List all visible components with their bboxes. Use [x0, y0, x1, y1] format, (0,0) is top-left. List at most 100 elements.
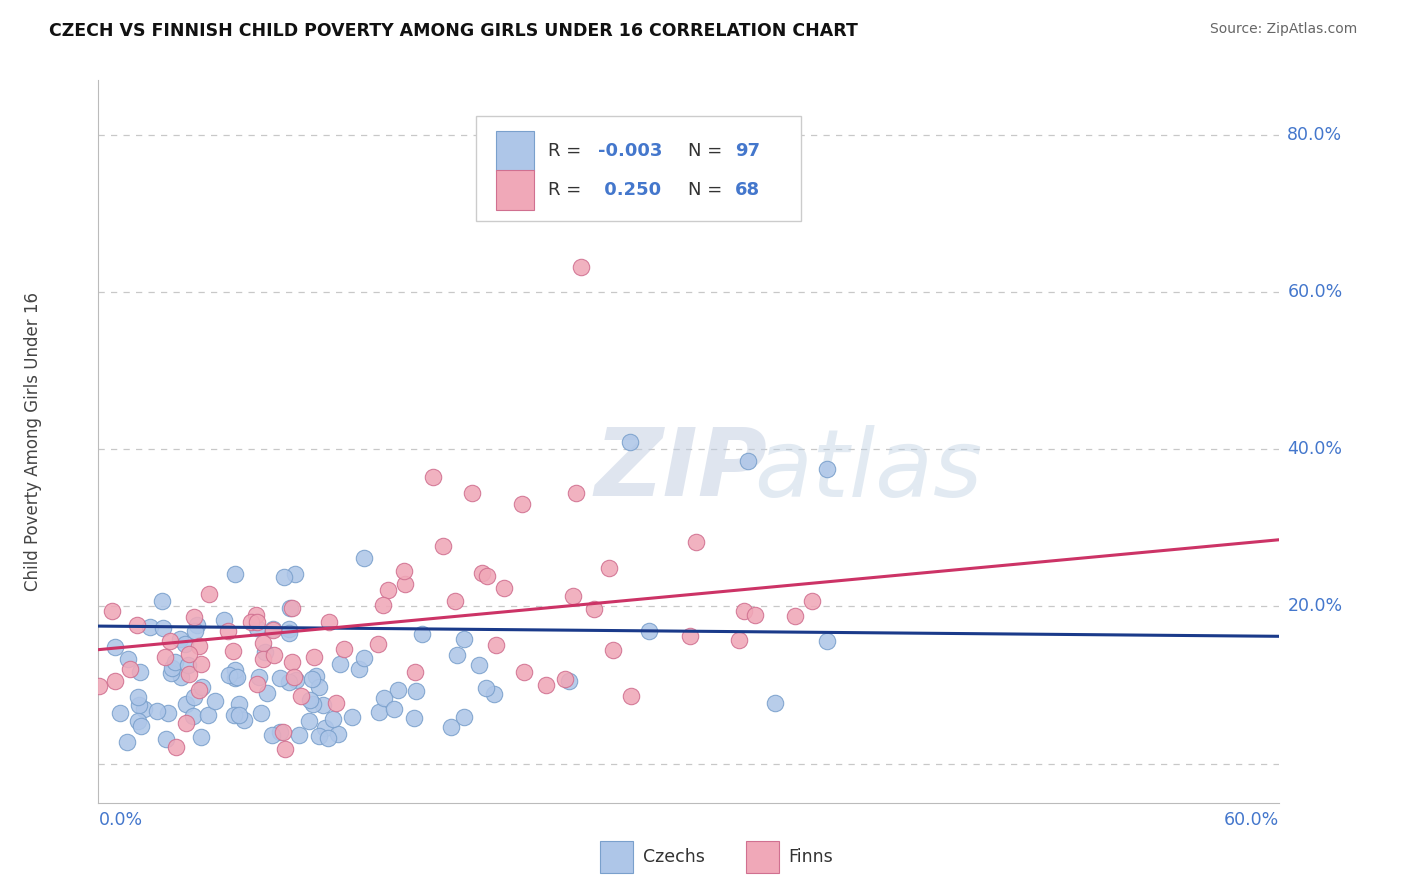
Text: 97: 97: [735, 142, 761, 161]
Point: [262, 623, 284, 637]
Point: [304, 649, 326, 664]
Point: [174, 636, 197, 650]
Point: [318, 731, 340, 745]
Point: [384, 702, 406, 716]
Point: [160, 665, 183, 680]
Point: [299, 693, 322, 707]
Point: [160, 660, 183, 674]
Point: [184, 624, 207, 638]
Point: [312, 698, 335, 713]
Point: [387, 682, 409, 697]
Point: [318, 615, 340, 630]
Point: [815, 634, 838, 648]
Point: [471, 566, 494, 580]
FancyBboxPatch shape: [496, 131, 534, 171]
Point: [186, 617, 208, 632]
Point: [273, 570, 295, 584]
Point: [181, 709, 204, 723]
Point: [163, 655, 186, 669]
Point: [188, 639, 211, 653]
Point: [120, 662, 142, 676]
Point: [104, 673, 127, 688]
Point: [564, 486, 586, 500]
Point: [332, 642, 354, 657]
FancyBboxPatch shape: [600, 841, 634, 873]
Point: [212, 613, 235, 627]
Point: [728, 633, 751, 648]
Point: [411, 626, 433, 640]
Text: 40.0%: 40.0%: [1288, 441, 1343, 458]
Text: atlas: atlas: [754, 425, 983, 516]
Point: [377, 583, 399, 598]
Point: [561, 590, 583, 604]
Point: [246, 677, 269, 691]
Point: [246, 621, 269, 635]
Point: [484, 638, 506, 652]
Point: [253, 645, 276, 659]
Point: [394, 577, 416, 591]
Point: [218, 668, 240, 682]
Point: [733, 604, 755, 618]
Point: [638, 624, 661, 638]
Point: [197, 708, 219, 723]
Point: [308, 729, 330, 743]
Point: [139, 620, 162, 634]
Point: [183, 690, 205, 705]
Point: [534, 678, 557, 692]
Point: [737, 454, 759, 468]
Point: [127, 714, 149, 728]
Point: [256, 686, 278, 700]
Point: [353, 650, 375, 665]
Point: [224, 567, 246, 582]
Point: [301, 673, 323, 687]
Point: [763, 696, 786, 710]
Point: [569, 260, 592, 275]
Point: [619, 434, 641, 449]
Point: [308, 680, 330, 694]
Point: [159, 634, 181, 648]
Point: [152, 621, 174, 635]
Text: 0.0%: 0.0%: [98, 811, 142, 829]
Point: [287, 728, 309, 742]
Text: ZIP: ZIP: [595, 425, 768, 516]
Point: [367, 636, 389, 650]
Point: [468, 657, 491, 672]
Point: [252, 636, 274, 650]
Point: [326, 727, 349, 741]
Text: CZECH VS FINNISH CHILD POVERTY AMONG GIRLS UNDER 16 CORRELATION CHART: CZECH VS FINNISH CHILD POVERTY AMONG GIR…: [49, 22, 858, 40]
Text: Child Poverty Among Girls Under 16: Child Poverty Among Girls Under 16: [24, 292, 42, 591]
Point: [744, 608, 766, 623]
Point: [247, 670, 270, 684]
Point: [440, 720, 463, 734]
Point: [153, 650, 176, 665]
Point: [284, 673, 307, 687]
Text: 60.0%: 60.0%: [1288, 284, 1343, 301]
Point: [510, 497, 533, 511]
Text: 60.0%: 60.0%: [1225, 811, 1279, 829]
Point: [785, 609, 807, 624]
Point: [177, 647, 200, 661]
Point: [284, 566, 307, 581]
Point: [443, 594, 465, 608]
Text: Czechs: Czechs: [643, 848, 704, 866]
Point: [679, 629, 702, 643]
Point: [453, 632, 475, 647]
Point: [619, 689, 641, 703]
Point: [155, 731, 177, 746]
Point: [557, 674, 579, 689]
Point: [453, 710, 475, 724]
Point: [373, 691, 395, 706]
Point: [371, 599, 394, 613]
Point: [278, 626, 301, 640]
Point: [290, 690, 312, 704]
Point: [392, 564, 415, 578]
Point: [129, 719, 152, 733]
Point: [228, 708, 250, 723]
Point: [432, 540, 454, 554]
Text: 0.250: 0.250: [598, 181, 661, 199]
Point: [269, 724, 291, 739]
Point: [304, 669, 326, 683]
Point: [815, 462, 838, 476]
Point: [283, 670, 305, 684]
Point: [404, 711, 426, 725]
